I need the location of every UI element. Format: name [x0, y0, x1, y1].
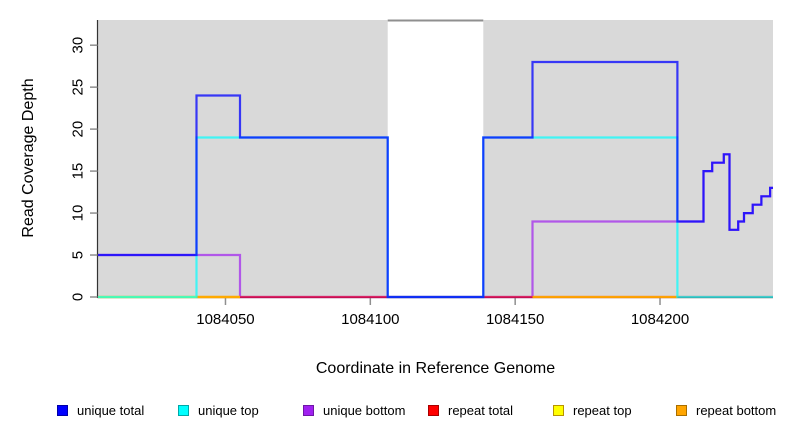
- legend-swatch-repeat-total: [428, 404, 439, 416]
- x-axis-title: Coordinate in Reference Genome: [315, 360, 556, 377]
- legend-item-unique-total: unique total: [57, 399, 144, 421]
- legend-swatch-unique-bottom: [303, 404, 314, 416]
- legend-label: repeat top: [573, 402, 632, 418]
- legend-swatch-repeat-bottom: [676, 404, 687, 416]
- legend-swatch-repeat-top: [553, 404, 564, 416]
- legend-item-unique-bottom: unique bottom: [303, 399, 405, 421]
- y-axis-title: Read Coverage Depth: [20, 78, 37, 238]
- legend-label: unique bottom: [323, 402, 406, 418]
- legend-swatch-unique-total: [57, 404, 68, 416]
- x-tick-label: 1084050: [196, 311, 254, 328]
- legend: unique total unique top unique bottom repea…: [0, 399, 792, 425]
- y-tick-label: 10: [70, 205, 87, 222]
- legend-label: unique top: [198, 402, 259, 418]
- legend-item-repeat-total: repeat total: [428, 399, 513, 421]
- legend-label: repeat bottom: [696, 402, 777, 418]
- legend-swatch-unique-top: [178, 404, 189, 416]
- x-tick-label: 1084100: [341, 311, 399, 328]
- x-tick-label: 1084200: [631, 311, 689, 328]
- series-line-unique-total: [98, 60, 773, 299]
- y-tick-label: 20: [70, 121, 87, 138]
- legend-label: unique total: [77, 402, 145, 418]
- legend-item-repeat-bottom: repeat bottom: [676, 399, 776, 421]
- y-tick-label: 5: [70, 251, 87, 259]
- y-tick-label: 0: [70, 293, 87, 301]
- y-tick-label: 15: [70, 163, 87, 180]
- legend-item-unique-top: unique top: [178, 399, 259, 421]
- x-tick-label: 1084150: [486, 311, 544, 328]
- y-tick-label: 30: [70, 37, 87, 54]
- y-tick-label: 25: [70, 79, 87, 96]
- legend-item-repeat-top: repeat top: [553, 399, 632, 421]
- gap-region: [387, 19, 484, 298]
- legend-label: repeat total: [448, 402, 514, 418]
